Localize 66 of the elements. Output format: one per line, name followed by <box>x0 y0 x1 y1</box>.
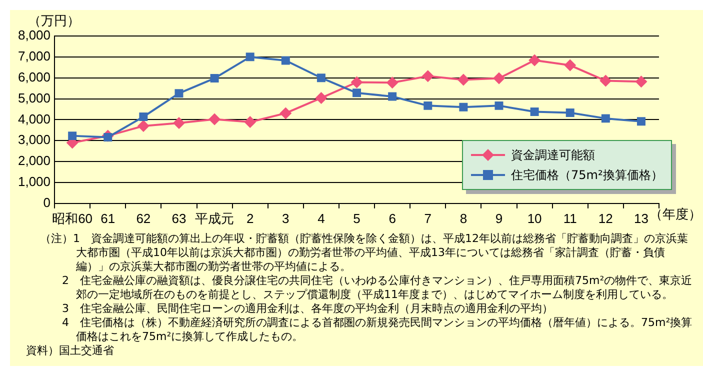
point <box>600 74 612 87</box>
text: 資料）国土交通省 <box>26 344 115 358</box>
x-axis-title: （年度） <box>649 206 702 222</box>
point <box>386 76 398 89</box>
x-tick-label: 62 <box>136 210 151 226</box>
y-tick-label: 1,000 <box>18 174 51 190</box>
x-tick-label: 7 <box>424 210 432 226</box>
y-tick-label: 2,000 <box>18 153 51 168</box>
y-tick-label: 7,000 <box>18 48 51 64</box>
point <box>566 108 574 118</box>
y-tick-label: 5,000 <box>18 90 51 106</box>
text: 2 住宅金融公庫の融資額は、優良分譲住宅の共同住宅（いわゆる公庫付きマンション）、住戸専用面積75m²の物件で、東京近郊の一定地域所在のものを前提とし、ステップ償還制度（平成11年度まで）、はじめてマイホーム制度を利用している。 <box>61 274 694 302</box>
point <box>636 117 646 126</box>
x-tick-label: 昭和60 <box>52 210 93 226</box>
point <box>281 56 290 65</box>
legend-label: 住宅価格（75m²換算価格） <box>511 166 663 184</box>
x-tick-label: 4 <box>318 210 325 226</box>
point <box>280 107 292 120</box>
point <box>350 76 363 88</box>
point <box>246 52 254 62</box>
point <box>210 74 219 83</box>
point <box>530 108 539 116</box>
point <box>492 72 505 84</box>
point <box>316 74 326 82</box>
x-tick-label: 61 <box>100 210 116 226</box>
x-tick-label: 13 <box>634 210 648 226</box>
y-tick-label: 8,000 <box>18 28 51 43</box>
x-tick-label: 12 <box>598 210 613 226</box>
point <box>172 117 185 130</box>
x-tick-label: 3 <box>282 210 290 226</box>
point <box>352 88 362 98</box>
text: 4 住宅価格は（株）不動産経済研究所の調査による首都圏の新規発売民間マンションの平均価格（暦年値）による。75m²換算価格はこれを75m²に換算して作成したもの。 <box>61 316 694 344</box>
x-tick-label: 2 <box>246 210 254 226</box>
x-tick-label: 5 <box>353 210 360 226</box>
point <box>139 112 148 122</box>
x-tick-label: 6 <box>388 210 396 226</box>
point <box>601 114 610 123</box>
point <box>137 120 150 132</box>
point <box>459 102 468 112</box>
x-tick-label: 平成元 <box>195 210 234 226</box>
point <box>388 92 397 101</box>
point <box>68 132 77 140</box>
point <box>494 101 504 110</box>
point <box>422 70 434 82</box>
point <box>528 54 541 66</box>
y-axis-title: （万円） <box>28 14 80 29</box>
x-tick-label: 10 <box>527 210 542 226</box>
x-tick-label: 11 <box>563 210 577 226</box>
text: （注）1 資金調達可能額の算出上の年収・貯蓄額（貯蓄性保険を除く金額）は、平成12年以前は総務省「貯蓄動向調査」の京浜葉大都市圏（平成10年以前は京浜大都市圏）の勤労者世帯の平均値、平成13年については総務省「家計調査（貯蓄・負債編）」の京浜葉大都市圏の勤労者世帯の平均値による。 <box>39 232 689 274</box>
point <box>244 116 256 128</box>
legend-label: 資金調達可能額 <box>511 146 595 164</box>
y-tick-label: 0 <box>43 194 51 210</box>
point <box>315 92 328 104</box>
point <box>564 59 576 72</box>
x-tick-label: 9 <box>495 210 503 226</box>
y-tick-label: 3,000 <box>18 132 51 148</box>
point <box>424 101 432 110</box>
point <box>174 89 184 98</box>
point <box>457 74 470 86</box>
x-tick-label: 63 <box>172 210 186 226</box>
text: 3 住宅金融公庫、民間住宅ローンの適用金利は、各年度の平均金利（月末時点の適用金利の平均） <box>61 302 554 316</box>
point <box>635 76 648 88</box>
y-tick-label: 4,000 <box>18 111 51 126</box>
point <box>208 113 221 126</box>
y-tick-label: 6,000 <box>18 69 51 84</box>
x-tick-label: 8 <box>460 210 468 226</box>
